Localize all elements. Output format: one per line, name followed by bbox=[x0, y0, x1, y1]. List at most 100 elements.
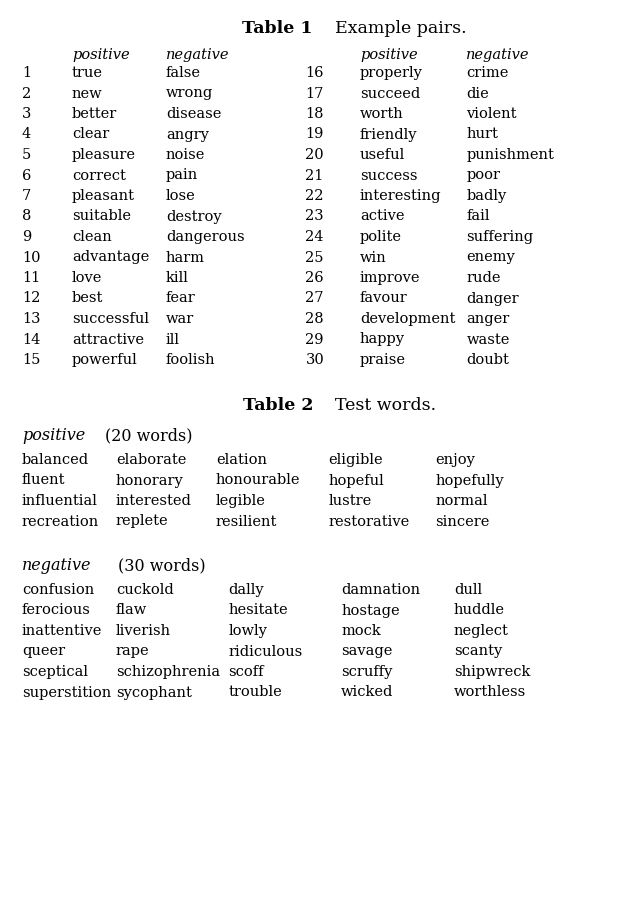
Text: mock: mock bbox=[341, 624, 381, 638]
Text: replete: replete bbox=[116, 515, 168, 528]
Text: 26: 26 bbox=[305, 271, 324, 285]
Text: 2: 2 bbox=[22, 86, 31, 101]
Text: honorary: honorary bbox=[116, 473, 183, 488]
Text: kill: kill bbox=[166, 271, 189, 285]
Text: 7: 7 bbox=[22, 189, 31, 203]
Text: true: true bbox=[72, 66, 103, 80]
Text: positive: positive bbox=[22, 427, 85, 444]
Text: angry: angry bbox=[166, 128, 208, 141]
Text: dull: dull bbox=[454, 583, 482, 597]
Text: 16: 16 bbox=[305, 66, 324, 80]
Text: positive: positive bbox=[72, 48, 130, 62]
Text: clean: clean bbox=[72, 230, 111, 244]
Text: 20: 20 bbox=[305, 148, 324, 162]
Text: love: love bbox=[72, 271, 103, 285]
Text: powerful: powerful bbox=[72, 353, 138, 367]
Text: best: best bbox=[72, 292, 103, 305]
Text: hostage: hostage bbox=[341, 604, 400, 617]
Text: 19: 19 bbox=[305, 128, 324, 141]
Text: confusion: confusion bbox=[22, 583, 94, 597]
Text: worthless: worthless bbox=[454, 686, 526, 699]
Text: 6: 6 bbox=[22, 168, 31, 183]
Text: wicked: wicked bbox=[341, 686, 394, 699]
Text: hopeful: hopeful bbox=[329, 473, 384, 488]
Text: resilient: resilient bbox=[216, 515, 277, 528]
Text: 5: 5 bbox=[22, 148, 31, 162]
Text: balanced: balanced bbox=[22, 453, 89, 467]
Text: suffering: suffering bbox=[466, 230, 533, 244]
Text: schizophrenia: schizophrenia bbox=[116, 665, 220, 679]
Text: negative: negative bbox=[22, 557, 91, 574]
Text: elaborate: elaborate bbox=[116, 453, 186, 467]
Text: doubt: doubt bbox=[466, 353, 509, 367]
Text: false: false bbox=[166, 66, 201, 80]
Text: worth: worth bbox=[360, 107, 404, 121]
Text: lustre: lustre bbox=[329, 494, 372, 508]
Text: 15: 15 bbox=[22, 353, 40, 367]
Text: dally: dally bbox=[228, 583, 264, 597]
Text: 29: 29 bbox=[305, 332, 324, 347]
Text: friendly: friendly bbox=[360, 128, 418, 141]
Text: useful: useful bbox=[360, 148, 405, 162]
Text: wrong: wrong bbox=[166, 86, 213, 101]
Text: 25: 25 bbox=[305, 250, 324, 265]
Text: die: die bbox=[466, 86, 489, 101]
Text: development: development bbox=[360, 312, 455, 326]
Text: interested: interested bbox=[116, 494, 192, 508]
Text: 17: 17 bbox=[305, 86, 324, 101]
Text: improve: improve bbox=[360, 271, 421, 285]
Text: 3: 3 bbox=[22, 107, 31, 121]
Text: ill: ill bbox=[166, 332, 180, 347]
Text: 22: 22 bbox=[305, 189, 324, 203]
Text: positive: positive bbox=[360, 48, 418, 62]
Text: neglect: neglect bbox=[454, 624, 509, 638]
Text: 11: 11 bbox=[22, 271, 40, 285]
Text: shipwreck: shipwreck bbox=[454, 665, 530, 679]
Text: inattentive: inattentive bbox=[22, 624, 102, 638]
Text: 10: 10 bbox=[22, 250, 41, 265]
Text: superstition: superstition bbox=[22, 686, 111, 699]
Text: attractive: attractive bbox=[72, 332, 144, 347]
Text: 14: 14 bbox=[22, 332, 40, 347]
Text: 8: 8 bbox=[22, 210, 31, 223]
Text: success: success bbox=[360, 168, 418, 183]
Text: 23: 23 bbox=[305, 210, 324, 223]
Text: happy: happy bbox=[360, 332, 405, 347]
Text: sceptical: sceptical bbox=[22, 665, 88, 679]
Text: Table 2: Table 2 bbox=[243, 397, 313, 414]
Text: 1: 1 bbox=[22, 66, 31, 80]
Text: noise: noise bbox=[166, 148, 205, 162]
Text: scanty: scanty bbox=[454, 644, 502, 659]
Text: legible: legible bbox=[216, 494, 266, 508]
Text: enjoy: enjoy bbox=[435, 453, 475, 467]
Text: 21: 21 bbox=[305, 168, 324, 183]
Text: savage: savage bbox=[341, 644, 393, 659]
Text: pleasure: pleasure bbox=[72, 148, 136, 162]
Text: favour: favour bbox=[360, 292, 408, 305]
Text: danger: danger bbox=[466, 292, 519, 305]
Text: Test words.: Test words. bbox=[313, 397, 436, 414]
Text: eligible: eligible bbox=[329, 453, 383, 467]
Text: enemy: enemy bbox=[466, 250, 515, 265]
Text: queer: queer bbox=[22, 644, 65, 659]
Text: 4: 4 bbox=[22, 128, 31, 141]
Text: crime: crime bbox=[466, 66, 509, 80]
Text: 9: 9 bbox=[22, 230, 31, 244]
Text: hurt: hurt bbox=[466, 128, 498, 141]
Text: fail: fail bbox=[466, 210, 490, 223]
Text: 28: 28 bbox=[305, 312, 324, 326]
Text: hesitate: hesitate bbox=[228, 604, 288, 617]
Text: praise: praise bbox=[360, 353, 406, 367]
Text: punishment: punishment bbox=[466, 148, 554, 162]
Text: Example pairs.: Example pairs. bbox=[313, 20, 466, 37]
Text: trouble: trouble bbox=[228, 686, 282, 699]
Text: harm: harm bbox=[166, 250, 205, 265]
Text: war: war bbox=[166, 312, 194, 326]
Text: influential: influential bbox=[22, 494, 98, 508]
Text: rape: rape bbox=[116, 644, 150, 659]
Text: succeed: succeed bbox=[360, 86, 420, 101]
Text: suitable: suitable bbox=[72, 210, 131, 223]
Text: violent: violent bbox=[466, 107, 517, 121]
Text: elation: elation bbox=[216, 453, 267, 467]
Text: negative: negative bbox=[466, 48, 530, 62]
